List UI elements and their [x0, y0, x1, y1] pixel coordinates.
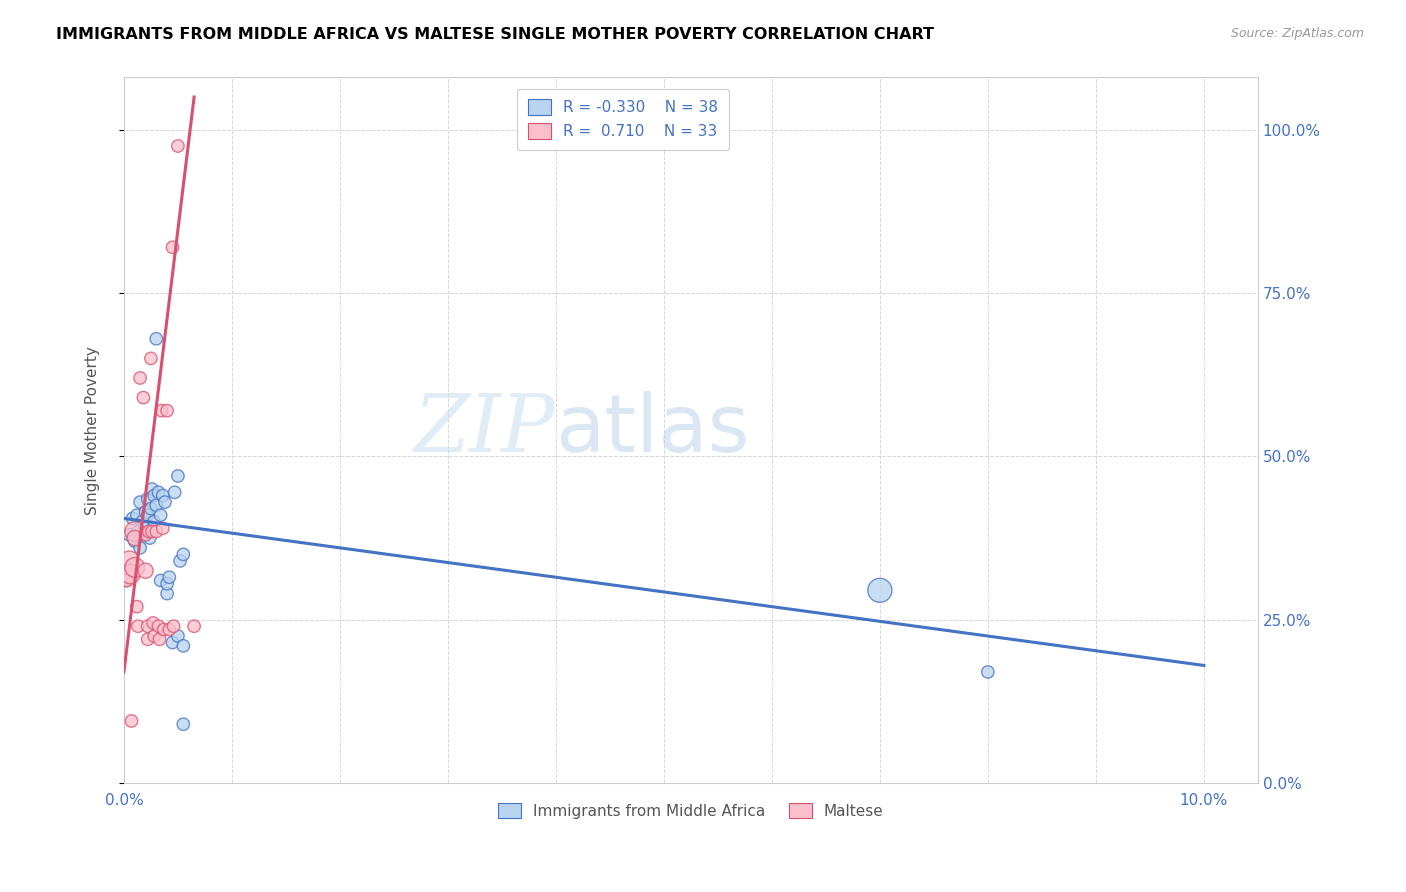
Point	[162, 619, 184, 633]
Point	[139, 531, 162, 545]
Point	[162, 635, 184, 649]
Point	[172, 717, 194, 731]
Point	[167, 629, 190, 643]
Point	[132, 528, 155, 542]
Point	[167, 469, 190, 483]
Point	[153, 495, 176, 509]
Point	[124, 534, 146, 549]
Point	[141, 482, 163, 496]
Point	[139, 501, 162, 516]
Point	[134, 505, 156, 519]
Text: Source: ZipAtlas.com: Source: ZipAtlas.com	[1230, 27, 1364, 40]
Point	[152, 489, 174, 503]
Point	[124, 524, 146, 539]
Point	[169, 554, 191, 568]
Point	[172, 547, 194, 561]
Point	[145, 332, 167, 346]
Point	[149, 574, 172, 588]
Point	[129, 495, 152, 509]
Point	[115, 574, 138, 588]
Point	[115, 574, 138, 588]
Point	[157, 570, 180, 584]
Point	[131, 515, 153, 529]
Point	[145, 524, 167, 539]
Point	[127, 524, 149, 539]
Point	[129, 541, 152, 555]
Text: atlas: atlas	[555, 392, 749, 469]
Point	[134, 521, 156, 535]
Point	[138, 524, 160, 539]
Point	[143, 629, 166, 643]
Point	[162, 240, 184, 254]
Point	[136, 619, 159, 633]
Point	[150, 403, 173, 417]
Point	[172, 639, 194, 653]
Point	[125, 508, 148, 523]
Legend: Immigrants from Middle Africa, Maltese: Immigrants from Middle Africa, Maltese	[492, 797, 890, 825]
Point	[125, 599, 148, 614]
Point	[156, 586, 179, 600]
Point	[142, 615, 165, 630]
Point	[136, 508, 159, 523]
Point	[129, 371, 152, 385]
Point	[148, 632, 170, 647]
Point	[134, 564, 156, 578]
Text: ZIP: ZIP	[413, 392, 555, 469]
Point	[143, 489, 166, 503]
Point	[139, 351, 162, 366]
Point	[167, 139, 190, 153]
Point	[143, 515, 166, 529]
Point	[148, 485, 170, 500]
Point	[153, 623, 176, 637]
Point	[163, 485, 186, 500]
Point	[156, 576, 179, 591]
Point	[145, 499, 167, 513]
Point	[120, 566, 142, 581]
Point	[136, 632, 159, 647]
Point	[134, 528, 156, 542]
Point	[127, 619, 149, 633]
Point	[118, 554, 141, 568]
Point	[136, 491, 159, 506]
Point	[124, 531, 146, 545]
Point	[148, 619, 170, 633]
Point	[121, 714, 143, 728]
Point	[149, 508, 172, 523]
Text: IMMIGRANTS FROM MIDDLE AFRICA VS MALTESE SINGLE MOTHER POVERTY CORRELATION CHART: IMMIGRANTS FROM MIDDLE AFRICA VS MALTESE…	[56, 27, 934, 42]
Point	[118, 528, 141, 542]
Point	[132, 391, 155, 405]
Point	[977, 665, 1000, 679]
Point	[183, 619, 205, 633]
Point	[152, 521, 174, 535]
Point	[157, 623, 180, 637]
Y-axis label: Single Mother Poverty: Single Mother Poverty	[86, 346, 100, 515]
Point	[121, 511, 143, 525]
Point	[156, 403, 179, 417]
Point	[869, 583, 891, 598]
Point	[141, 524, 163, 539]
Point	[124, 560, 146, 574]
